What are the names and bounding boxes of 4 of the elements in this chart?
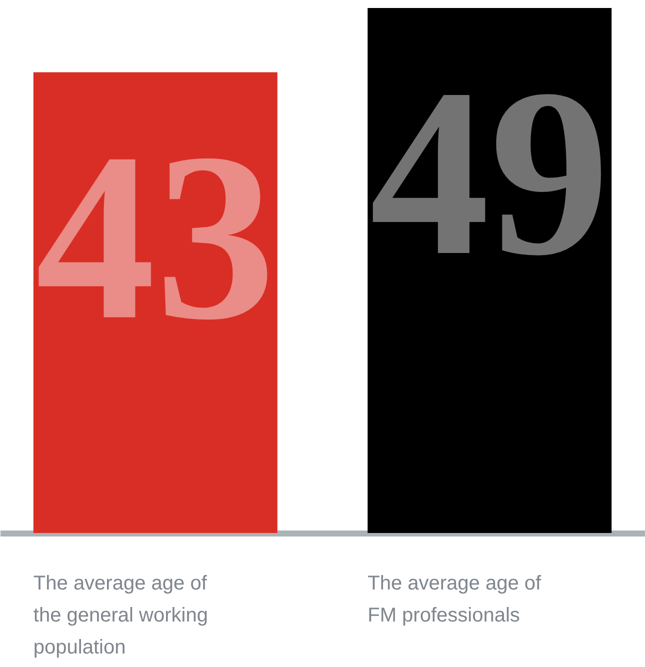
x-tick-label: The average age of the general working population — [33, 572, 208, 658]
data-label: 43 — [35, 103, 276, 370]
x-tick-label: The average age of FM professionals — [368, 572, 542, 626]
data-label: 49 — [370, 39, 610, 305]
